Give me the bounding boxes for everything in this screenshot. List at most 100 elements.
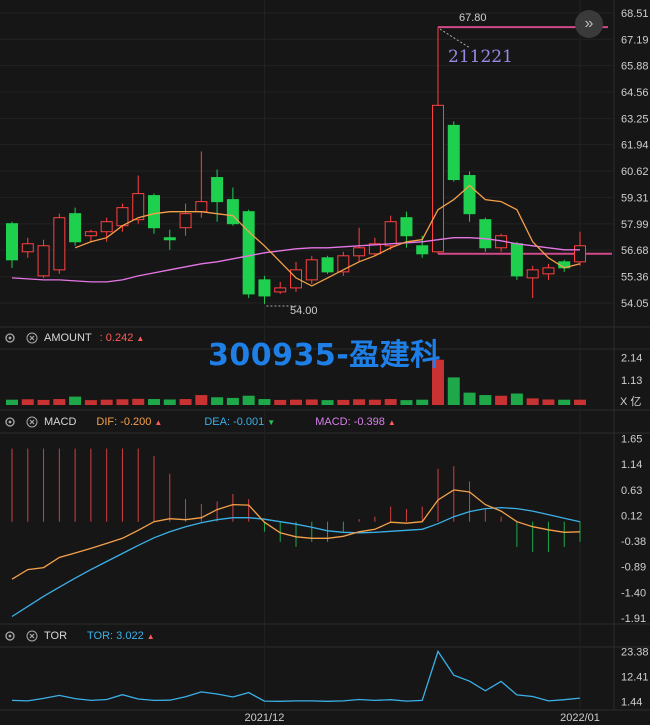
candle-body bbox=[463, 175, 476, 215]
amount-bar bbox=[400, 400, 413, 405]
y-tick-label: 0.12 bbox=[621, 511, 642, 523]
down-arrow-icon: ▼ bbox=[267, 417, 276, 427]
macd-label: MACD bbox=[44, 416, 77, 428]
ma20-line bbox=[11, 237, 580, 283]
candle-body bbox=[416, 245, 429, 255]
amount-bar bbox=[84, 400, 97, 405]
tor-line bbox=[11, 649, 581, 702]
candle-body bbox=[179, 213, 192, 229]
y-tick-label: 61.94 bbox=[621, 140, 649, 152]
up-arrow-icon: ▲ bbox=[146, 631, 155, 641]
amount-bar bbox=[242, 395, 255, 405]
gear-icon[interactable] bbox=[4, 630, 16, 642]
high-price-label: 67.80 bbox=[459, 12, 487, 24]
up-arrow-icon: ▲ bbox=[154, 417, 163, 427]
candle-body bbox=[400, 217, 413, 237]
candle-body bbox=[337, 255, 350, 273]
candle-body bbox=[84, 231, 97, 237]
y-tick-label: 60.62 bbox=[621, 166, 649, 178]
candle-body bbox=[242, 211, 255, 295]
candle-body bbox=[226, 199, 239, 225]
amount-bar bbox=[353, 399, 366, 405]
amount-bar bbox=[211, 397, 224, 405]
y-tick-label: 12.41 bbox=[621, 672, 649, 684]
dea-value: DEA: -0.001 bbox=[204, 416, 265, 428]
amount-value: : 0.242 bbox=[99, 332, 134, 344]
amount-bar bbox=[384, 399, 397, 405]
candle-body bbox=[290, 269, 302, 289]
close-icon[interactable] bbox=[26, 416, 38, 428]
y-tick-label: 23.38 bbox=[621, 646, 649, 658]
gear-icon[interactable] bbox=[4, 416, 16, 428]
amount-bar bbox=[321, 400, 334, 405]
y-tick-label: 56.68 bbox=[621, 245, 649, 257]
amount-bar bbox=[463, 392, 476, 405]
y-tick-label: 63.25 bbox=[621, 113, 649, 125]
candle-body bbox=[100, 221, 113, 233]
close-icon[interactable] bbox=[26, 630, 38, 642]
candle-body bbox=[116, 207, 129, 227]
y-tick-label: -0.89 bbox=[621, 562, 646, 574]
amount-bar bbox=[21, 399, 34, 405]
amount-bar bbox=[37, 399, 50, 405]
amount-bar bbox=[226, 397, 239, 405]
x-axis-label: 2022/01 bbox=[560, 712, 600, 724]
amount-bar bbox=[116, 399, 129, 405]
amount-bar bbox=[479, 395, 492, 405]
dif-value: DIF: -0.200 bbox=[96, 416, 152, 428]
amount-bar bbox=[290, 399, 302, 405]
candle-body bbox=[510, 243, 523, 277]
amount-bar bbox=[305, 399, 318, 405]
tor-label: TOR bbox=[44, 630, 68, 642]
amount-bar bbox=[337, 399, 350, 405]
amount-bar bbox=[274, 399, 287, 405]
low-price-label: 54.00 bbox=[290, 305, 318, 317]
candle-body bbox=[211, 177, 224, 203]
ma5-line bbox=[74, 184, 581, 287]
amount-bar bbox=[6, 399, 18, 405]
y-tick-label: -0.38 bbox=[621, 536, 646, 548]
candle-body bbox=[305, 259, 318, 281]
y-tick-label: 68.51 bbox=[621, 8, 649, 20]
candle-body bbox=[574, 245, 586, 263]
candle-body bbox=[69, 213, 82, 243]
amount-bar bbox=[495, 395, 508, 405]
tor-panel-header: TOR TOR: 3.022 ▲ bbox=[0, 625, 614, 647]
y-tick-label: 54.05 bbox=[621, 298, 649, 310]
candle-body bbox=[321, 257, 334, 273]
candle-body bbox=[53, 217, 66, 271]
amount-unit-label: X 亿 bbox=[620, 395, 641, 408]
candle-body bbox=[37, 245, 50, 277]
y-tick-label: 1.44 bbox=[621, 697, 642, 709]
stock-code-watermark: 300935-盈建科 bbox=[208, 338, 441, 373]
macd-panel-header: MACD DIF: -0.200 ▲ DEA: -0.001 ▼ MACD: -… bbox=[0, 411, 614, 433]
amount-panel-header: AMOUNT : 0.242 ▲ bbox=[0, 327, 614, 349]
y-tick-label: 55.36 bbox=[621, 272, 649, 284]
amount-bar bbox=[558, 399, 571, 405]
candle-body bbox=[21, 243, 34, 253]
candle-body bbox=[258, 279, 271, 297]
annotation-leader bbox=[439, 28, 471, 49]
candle-body bbox=[353, 247, 366, 257]
up-arrow-icon: ▲ bbox=[387, 417, 396, 427]
candle-body bbox=[6, 223, 18, 261]
y-tick-label: 1.65 bbox=[621, 434, 642, 446]
candle-body bbox=[148, 195, 160, 229]
y-tick-label: 1.13 bbox=[621, 375, 642, 387]
y-tick-label: 64.56 bbox=[621, 87, 649, 99]
candle-body bbox=[384, 221, 397, 247]
y-tick-label: 1.14 bbox=[621, 459, 642, 471]
y-tick-label: 59.31 bbox=[621, 192, 649, 204]
amount-bar bbox=[432, 359, 444, 405]
double-chevron-right-icon[interactable]: » bbox=[575, 10, 603, 38]
y-tick-label: -1.40 bbox=[621, 587, 646, 599]
close-icon[interactable] bbox=[26, 332, 38, 344]
y-tick-label: 57.99 bbox=[621, 219, 649, 231]
amount-bar bbox=[53, 399, 66, 405]
candle-body bbox=[274, 287, 287, 293]
candle-body bbox=[195, 201, 208, 213]
gear-icon[interactable] bbox=[4, 332, 16, 344]
amount-bar bbox=[447, 377, 460, 405]
amount-bar bbox=[526, 398, 539, 405]
